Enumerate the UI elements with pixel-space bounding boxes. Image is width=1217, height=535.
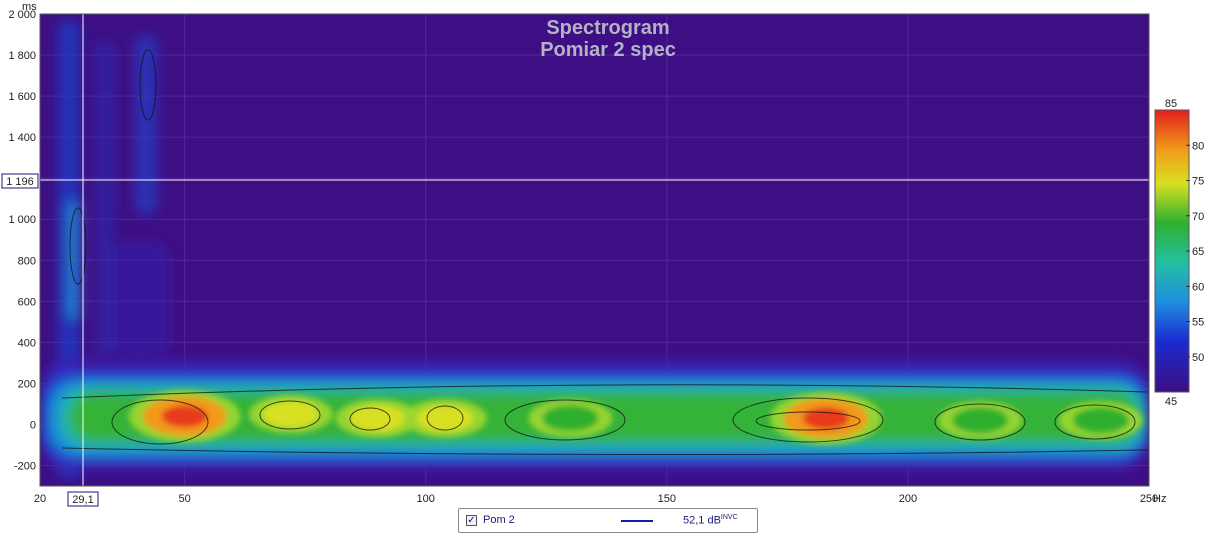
y-tick-label: 800 bbox=[18, 255, 36, 267]
hotspot bbox=[349, 405, 406, 432]
hotspot bbox=[417, 405, 474, 432]
legend-series-name: Pom 2 bbox=[483, 514, 515, 526]
hotspot bbox=[542, 405, 599, 432]
plot-area bbox=[39, 13, 1150, 487]
hotspot bbox=[952, 407, 1009, 434]
y-axis-unit: ms bbox=[22, 1, 37, 13]
y-tick-label: 200 bbox=[18, 378, 36, 390]
x-axis-ticks: 20 50 100 150 200 250 bbox=[34, 493, 1158, 505]
legend-value: 52,1 dBINVC bbox=[683, 514, 738, 527]
x-tick-label: 150 bbox=[658, 493, 676, 505]
y-cursor-label: 1 196 bbox=[6, 176, 34, 188]
y-tick-label: 600 bbox=[18, 296, 36, 308]
y-cursor-readout: 1 196 bbox=[1, 173, 39, 189]
legend: ✓ Pom 2 52,1 dBINVC bbox=[458, 508, 758, 533]
heatmap-layer bbox=[40, 20, 1149, 480]
legend-value-suffix: INVC bbox=[720, 514, 738, 521]
colorbar-tick-label: 80 bbox=[1192, 140, 1204, 152]
y-tick-label: 1 600 bbox=[8, 91, 36, 103]
plot-border bbox=[39, 13, 1150, 487]
x-tick-label: 100 bbox=[417, 493, 435, 505]
colorbar-tick-label: 70 bbox=[1192, 211, 1204, 223]
x-axis-unit: Hz bbox=[1153, 493, 1166, 505]
y-tick-label: 1 800 bbox=[8, 50, 36, 62]
hotspot bbox=[1072, 407, 1129, 434]
colorbar-tick-label: 75 bbox=[1192, 176, 1204, 188]
colorbar-max-label: 85 bbox=[1165, 98, 1177, 110]
colorbar-tick-label: 65 bbox=[1192, 246, 1204, 258]
x-tick-label: 20 bbox=[34, 493, 46, 505]
y-tick-label: 2 000 bbox=[8, 9, 36, 21]
y-tick-label: 1 000 bbox=[8, 214, 36, 226]
colorbar-min-label: 45 bbox=[1165, 396, 1177, 408]
colorbar-tick-label: 60 bbox=[1192, 281, 1204, 293]
y-tick-label: -200 bbox=[14, 460, 36, 472]
colorbar-tick-label: 50 bbox=[1192, 352, 1204, 364]
y-tick-label: 0 bbox=[30, 419, 36, 431]
legend-line-swatch bbox=[621, 520, 653, 522]
x-cursor-readout: 29,1 bbox=[67, 491, 99, 507]
contour-lines bbox=[61, 49, 1148, 456]
chart-title: Spectrogram bbox=[546, 17, 669, 39]
x-tick-label: 250 bbox=[1140, 493, 1158, 505]
colorbar-tick-label: 55 bbox=[1192, 317, 1204, 329]
hotspot-core bbox=[161, 405, 208, 428]
x-tick-label: 50 bbox=[179, 493, 191, 505]
x-tick-label: 200 bbox=[899, 493, 917, 505]
y-tick-label: 1 400 bbox=[8, 132, 36, 144]
colorbar-ticks: 50 55 60 65 70 75 80 bbox=[1186, 140, 1204, 364]
hotspot-core bbox=[802, 407, 850, 430]
legend-checkbox[interactable]: ✓ bbox=[466, 515, 477, 526]
x-cursor-label: 29,1 bbox=[72, 494, 93, 506]
colorbar-gradient bbox=[1154, 109, 1190, 393]
legend-value-text: 52,1 dB bbox=[683, 514, 721, 527]
colorbar: 85 50 55 60 65 70 75 80 45 bbox=[1154, 98, 1204, 408]
hotspot bbox=[262, 401, 319, 428]
hotspots bbox=[128, 390, 1143, 445]
y-tick-label: 400 bbox=[18, 337, 36, 349]
chart-subtitle: Pomiar 2 spec bbox=[540, 39, 676, 61]
